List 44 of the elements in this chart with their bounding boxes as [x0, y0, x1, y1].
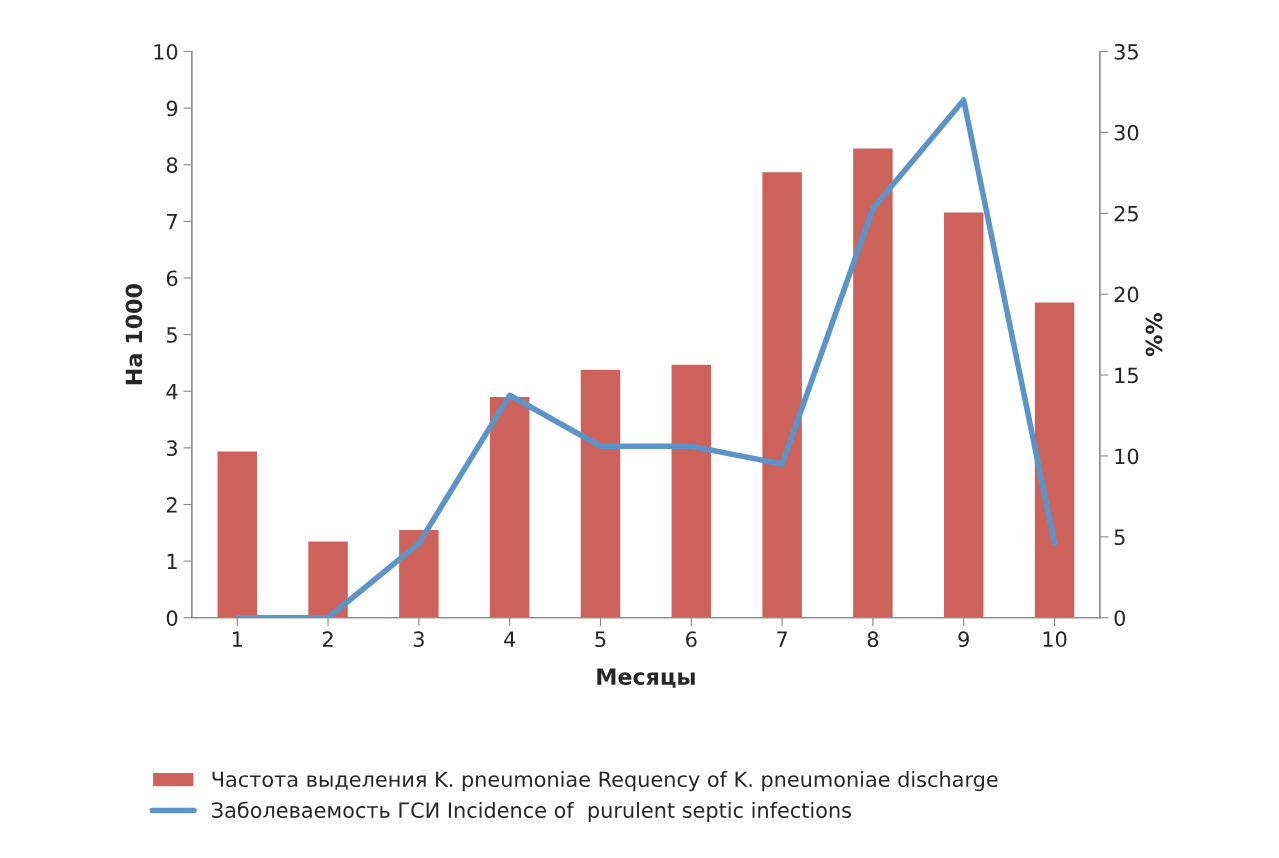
- y-tick-label: 10: [154, 43, 178, 60]
- y-axis-title: На 1000: [125, 284, 143, 385]
- y2-tick-label: 35: [1114, 43, 1138, 60]
- y-tick-label: 1: [167, 553, 177, 570]
- bar: [1033, 301, 1076, 618]
- y2-tick-label: 10: [1115, 448, 1139, 465]
- y2-tick-label: 5: [1114, 529, 1125, 546]
- y-tick-label: 5: [167, 327, 177, 343]
- x-axis-title: Месяцы: [597, 668, 695, 688]
- bar: [306, 540, 350, 618]
- x-tick-label: 5: [595, 631, 606, 648]
- bar: [760, 170, 804, 618]
- bar: [942, 211, 985, 618]
- legend-label: Частота выделения K. pneumoniae Requency of K. pneumoniae discharge: [212, 770, 998, 792]
- legend-label: Заболеваемость ГСИ Incidence of purulent septic infections: [212, 801, 851, 823]
- y-tick-label: 7: [167, 214, 177, 230]
- y2-tick-label: 25: [1114, 205, 1138, 222]
- x-tick-label: 7: [777, 631, 787, 647]
- x-tick-label: 10: [1043, 631, 1067, 648]
- y-tick-label: 9: [166, 100, 178, 117]
- y2-tick-label: 0: [1114, 610, 1126, 626]
- x-tick-label: 8: [867, 631, 879, 648]
- bar: [579, 368, 622, 618]
- bar: [488, 395, 531, 618]
- y-tick-label: 3: [166, 440, 177, 457]
- y-tick-label: 6: [166, 270, 178, 287]
- y2-tick-label: 15: [1115, 367, 1138, 384]
- bar: [670, 363, 713, 618]
- y-tick-label: 0: [166, 610, 178, 626]
- x-tick-label: 3: [413, 631, 424, 648]
- y-tick-label: 4: [166, 383, 178, 400]
- bar: [397, 528, 440, 618]
- bar: [851, 147, 895, 618]
- x-tick-label: 1: [232, 631, 242, 647]
- y-tick-label: 8: [166, 157, 178, 173]
- y2-tick-label: 20: [1114, 286, 1139, 303]
- x-tick-label: 4: [504, 631, 516, 647]
- bar: [216, 450, 259, 618]
- x-tick-label: 2: [322, 631, 333, 647]
- y2-axis-title: %%: [1145, 313, 1163, 357]
- y-tick-label: 2: [166, 496, 177, 513]
- x-tick-label: 6: [686, 631, 697, 648]
- x-tick-label: 9: [958, 631, 969, 648]
- y2-tick-label: 30: [1114, 124, 1139, 141]
